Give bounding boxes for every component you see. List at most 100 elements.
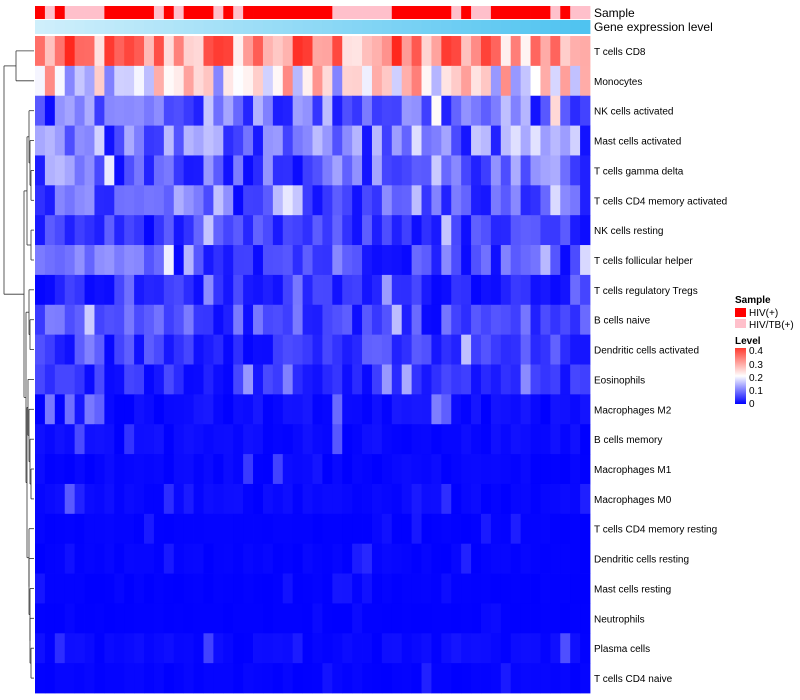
heatmap-cell	[312, 304, 323, 336]
heatmap-cell	[570, 394, 581, 425]
heatmap-cell	[74, 334, 85, 365]
heatmap-cell	[312, 334, 323, 365]
heatmap-cell	[253, 603, 264, 634]
heatmap-cell	[342, 304, 353, 336]
heatmap-cell	[35, 543, 46, 574]
heatmap-cell	[292, 424, 303, 455]
heatmap-cell	[411, 95, 422, 126]
heatmap-cell	[322, 245, 333, 276]
heatmap-cell	[124, 95, 135, 126]
heatmap-cell	[312, 543, 323, 574]
heatmap-cell	[500, 274, 512, 306]
heatmap-cell	[163, 334, 175, 365]
sample-annotation-cell	[35, 6, 46, 19]
expression-annotation-cell	[411, 20, 422, 34]
heatmap-cell	[530, 334, 541, 365]
heatmap-cell	[441, 573, 452, 604]
heatmap-cell	[233, 95, 244, 126]
heatmap-cell	[84, 215, 95, 246]
heatmap-cell	[520, 603, 531, 634]
heatmap-cell	[461, 274, 472, 306]
heatmap-cell	[401, 573, 413, 604]
heatmap-cell	[362, 633, 373, 664]
heatmap-cell	[124, 573, 135, 604]
heatmap-cell	[233, 394, 244, 425]
heatmap-cell	[530, 573, 541, 604]
sample-annotation-cell	[134, 6, 145, 19]
heatmap-cell	[262, 633, 274, 664]
heatmap-cell	[124, 274, 135, 306]
heatmap-cell	[431, 95, 442, 126]
expression-annotation-cell	[203, 20, 214, 34]
expression-annotation-cell	[322, 20, 333, 34]
heatmap-cell	[292, 185, 303, 216]
heatmap-cell	[441, 663, 452, 694]
heatmap-cell	[173, 125, 185, 156]
heatmap-cell	[84, 185, 95, 216]
expression-annotation-cell	[262, 20, 274, 34]
heatmap-cell	[471, 573, 482, 604]
heatmap-cell	[94, 65, 105, 97]
heatmap-cell	[74, 573, 85, 604]
heatmap-cell	[84, 155, 95, 186]
heatmap-cell	[560, 36, 571, 67]
heatmap-cell	[134, 304, 145, 336]
row-label: Neutrophils	[594, 614, 645, 625]
heatmap-cell	[391, 364, 403, 395]
heatmap-cell	[520, 334, 531, 365]
heatmap-cell	[421, 334, 432, 365]
heatmap-cells	[35, 36, 591, 694]
heatmap-cell	[500, 36, 512, 67]
heatmap-cell	[471, 95, 482, 126]
heatmap-cell	[550, 36, 561, 67]
heatmap-cell	[411, 185, 422, 216]
heatmap-cell	[144, 274, 155, 306]
heatmap-cell	[490, 394, 502, 425]
heatmap-cell	[253, 483, 264, 515]
heatmap-cell	[401, 394, 413, 425]
heatmap-cell	[520, 663, 531, 694]
heatmap-cell	[560, 185, 571, 216]
heatmap-cell	[262, 274, 274, 306]
heatmap-cell	[401, 65, 413, 97]
expression-annotation-cell	[94, 20, 105, 34]
heatmap-cell	[342, 215, 353, 246]
heatmap-cell	[580, 125, 591, 156]
expression-annotation-cell	[332, 20, 343, 34]
heatmap-cell	[114, 334, 125, 365]
expression-annotation-cell	[490, 20, 502, 34]
heatmap-cell	[302, 513, 313, 545]
heatmap-cell	[322, 424, 333, 455]
heatmap-cell	[391, 394, 403, 425]
heatmap-cell	[342, 454, 353, 485]
heatmap-cell	[153, 663, 165, 694]
heatmap-cell	[124, 185, 135, 216]
heatmap-cell	[352, 274, 363, 306]
expression-annotation-cell	[550, 20, 561, 34]
heatmap-cell	[114, 454, 125, 485]
heatmap-cell	[213, 633, 224, 664]
heatmap-cell	[451, 424, 462, 455]
heatmap-cell	[173, 155, 185, 186]
heatmap-cell	[153, 394, 165, 425]
heatmap-cell	[352, 364, 363, 395]
heatmap-cell	[500, 663, 512, 694]
row-label: T cells CD4 memory resting	[594, 525, 717, 536]
heatmap-cell	[480, 603, 492, 634]
heatmap-cell	[312, 65, 323, 97]
heatmap-cell	[312, 663, 323, 694]
heatmap-cell	[490, 334, 502, 365]
heatmap-cell	[381, 185, 393, 216]
heatmap-cell	[520, 573, 531, 604]
heatmap-cell	[203, 543, 214, 574]
heatmap-cell	[421, 364, 432, 395]
heatmap-cell	[381, 663, 393, 694]
heatmap-cell	[272, 633, 284, 664]
legend-level-title: Level	[735, 336, 761, 347]
heatmap-cell	[262, 573, 274, 604]
heatmap-cell	[302, 65, 313, 97]
heatmap-cell	[134, 454, 145, 485]
heatmap-cell	[451, 513, 462, 545]
heatmap-cell	[213, 245, 224, 276]
heatmap-cell	[490, 573, 502, 604]
